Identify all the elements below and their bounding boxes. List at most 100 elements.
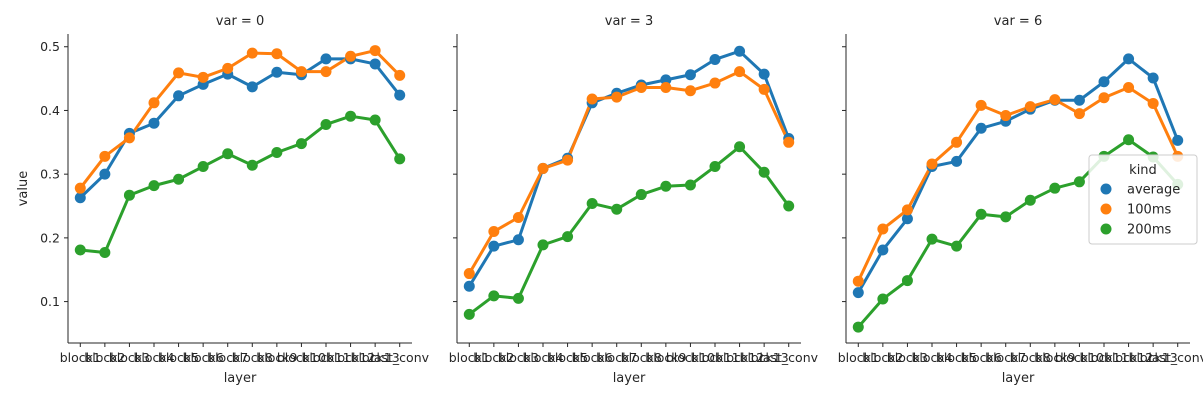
legend-marker-average (1100, 183, 1112, 195)
data-point-200ms (271, 147, 283, 159)
data-point-100ms (320, 66, 332, 78)
data-point-average (1123, 53, 1135, 65)
data-point-100ms (1000, 110, 1012, 122)
panel-3: block1block2block3block4block5block6bloc… (838, 14, 1203, 386)
data-point-average (734, 45, 746, 57)
data-point-100ms (734, 66, 746, 78)
data-point-average (660, 74, 672, 86)
data-point-100ms (1098, 92, 1110, 104)
data-point-average (173, 90, 185, 102)
series-line-200ms (468, 145, 790, 316)
data-point-200ms (1024, 194, 1036, 206)
data-point-200ms (951, 240, 963, 252)
data-point-200ms (295, 138, 307, 150)
data-point-average (271, 66, 283, 78)
x-tick-label: block6 (572, 350, 613, 365)
x-tick-label: block1 (60, 350, 101, 365)
data-point-average (684, 69, 696, 81)
data-point-100ms (1147, 97, 1159, 109)
x-tick-label: block11 (1079, 350, 1128, 365)
data-point-average (369, 58, 381, 70)
data-point-100ms (660, 82, 672, 94)
data-point-200ms (783, 200, 795, 212)
data-point-100ms (295, 66, 307, 78)
data-point-200ms (246, 159, 258, 171)
data-point-200ms (537, 239, 549, 251)
legend-title: kind (1129, 163, 1157, 178)
data-point-200ms (975, 208, 987, 220)
data-point-100ms (951, 136, 963, 148)
x-tick-label: block6 (961, 350, 1002, 365)
data-point-100ms (246, 47, 258, 59)
data-point-200ms (345, 110, 357, 122)
data-point-100ms (758, 83, 770, 95)
data-point-200ms (1049, 182, 1061, 194)
x-axis-label: layer (613, 371, 646, 386)
legend-label-average: average (1127, 183, 1180, 198)
data-point-average (852, 287, 864, 299)
data-point-100ms (99, 150, 111, 162)
data-point-average (1172, 134, 1184, 146)
data-point-average (148, 117, 160, 129)
legend: kind average 100ms 200ms (1088, 154, 1198, 245)
data-point-average (877, 244, 889, 256)
x-tick-label: block8 (232, 350, 273, 365)
data-point-average (463, 280, 475, 292)
data-point-average (1073, 94, 1085, 106)
data-point-100ms (709, 77, 721, 89)
x-tick-label: block4 (522, 350, 563, 365)
x-tick-label: block7 (985, 350, 1026, 365)
data-point-100ms (684, 85, 696, 97)
panel-title: var = 6 (994, 14, 1042, 29)
data-point-average (246, 81, 258, 93)
data-point-200ms (74, 244, 86, 256)
data-point-200ms (222, 148, 234, 160)
data-point-100ms (222, 62, 234, 74)
x-tick-label: block5 (547, 350, 588, 365)
x-tick-label: block3 (887, 350, 928, 365)
data-point-200ms (635, 189, 647, 201)
data-point-200ms (877, 293, 889, 305)
legend-frame (1088, 154, 1198, 245)
x-axis-label: layer (1002, 371, 1035, 386)
data-point-100ms (635, 82, 647, 94)
x-tick-label: block6 (183, 350, 224, 365)
x-tick-label: last_conv (370, 350, 429, 365)
data-point-average (975, 122, 987, 134)
data-point-100ms (537, 162, 549, 174)
panel-2: block1block2block3block4block5block6bloc… (449, 14, 819, 386)
y-tick-label: 0.1 (40, 294, 60, 309)
x-tick-label: block10 (666, 350, 715, 365)
x-tick-label: block12 (715, 350, 764, 365)
x-tick-label: block11 (690, 350, 739, 365)
x-tick-label: block7 (207, 350, 248, 365)
x-tick-label: block5 (936, 350, 977, 365)
x-tick-label: block9 (645, 350, 686, 365)
data-point-100ms (586, 93, 598, 105)
panel-title: var = 3 (605, 14, 653, 29)
data-point-average (709, 53, 721, 65)
data-point-200ms (709, 161, 721, 173)
data-point-100ms (611, 91, 623, 103)
data-point-200ms (512, 292, 524, 304)
data-point-200ms (852, 321, 864, 333)
x-tick-label: block13 (351, 350, 400, 365)
data-point-100ms (488, 226, 500, 238)
data-point-100ms (1024, 101, 1036, 113)
data-point-200ms (562, 231, 574, 243)
data-point-100ms (562, 154, 574, 166)
data-point-200ms (394, 153, 406, 165)
data-point-200ms (660, 180, 672, 192)
data-point-200ms (173, 173, 185, 185)
data-point-100ms (975, 99, 987, 111)
x-tick-label: block11 (301, 350, 350, 365)
data-point-100ms (1073, 108, 1085, 120)
panel-title: var = 0 (216, 14, 264, 29)
data-point-200ms (320, 118, 332, 130)
legend-label-100ms: 100ms (1127, 203, 1171, 218)
data-point-100ms (148, 97, 160, 109)
x-tick-label: block3 (498, 350, 539, 365)
x-tick-label: block13 (1129, 350, 1178, 365)
data-point-200ms (586, 197, 598, 209)
